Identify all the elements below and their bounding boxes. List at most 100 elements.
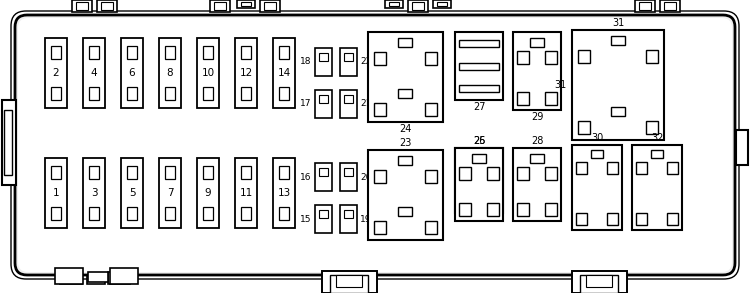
Text: 28: 28 [531,136,543,146]
Bar [319,95,328,103]
Bar [344,210,353,218]
Text: 25: 25 [472,136,485,146]
Text: 7: 7 [166,188,173,198]
Bar [241,207,251,220]
Bar [611,107,625,116]
Bar [241,2,251,6]
Bar [88,272,108,282]
Text: 5: 5 [129,188,135,198]
Bar [165,46,175,59]
Bar [455,148,503,221]
Bar [667,213,678,225]
Bar [340,90,357,118]
Bar [736,130,748,165]
Bar [315,163,332,191]
Bar [165,87,175,100]
Bar [235,158,257,228]
Bar [2,100,16,185]
Bar [459,156,499,163]
Bar [632,145,682,230]
Bar [636,162,647,174]
Text: 1: 1 [53,188,59,198]
Bar [459,63,499,70]
Bar [398,38,412,47]
Bar [121,158,143,228]
Bar [97,0,117,12]
Bar [425,221,437,234]
Bar [279,166,289,179]
Bar [235,38,257,108]
Bar [425,103,437,116]
Bar [279,87,289,100]
Bar [578,50,590,63]
Bar [101,2,113,10]
Bar [210,0,230,12]
Bar [89,166,99,179]
Bar [110,268,138,284]
Bar [203,207,213,220]
Text: 26: 26 [472,136,485,146]
Text: 22: 22 [360,57,371,67]
Bar [459,167,471,180]
Text: 15: 15 [299,214,311,224]
Bar [315,48,332,76]
Bar [330,275,368,293]
Text: 31: 31 [612,18,624,28]
Bar [437,2,447,6]
Bar [576,213,587,225]
Bar [545,92,557,105]
Bar [459,203,471,216]
Bar [336,275,362,287]
Bar [487,203,499,216]
Bar [545,167,557,180]
Bar [214,2,226,10]
Bar [127,166,137,179]
Text: 12: 12 [239,68,253,78]
Bar [398,207,412,216]
Bar [72,0,92,12]
Bar [197,38,219,108]
Bar [576,162,587,174]
Bar [344,53,353,61]
Bar [87,276,105,284]
Bar [368,32,443,122]
Bar [374,170,386,183]
Bar [45,158,67,228]
Bar [260,0,280,12]
FancyBboxPatch shape [18,18,732,272]
Bar [398,156,412,165]
Bar [412,2,424,10]
Bar [127,46,137,59]
Bar [322,271,377,293]
Text: 8: 8 [166,68,173,78]
Bar [374,103,386,116]
Bar [635,0,655,12]
Text: 14: 14 [278,68,291,78]
Bar [241,166,251,179]
Bar [398,89,412,98]
Bar [273,158,295,228]
Bar [455,148,503,213]
Bar [51,166,61,179]
Bar [639,2,651,10]
Bar [459,40,499,47]
Bar [83,158,105,228]
Bar [580,275,618,293]
Bar [517,203,529,216]
Bar [425,170,437,183]
Bar [241,46,251,59]
Text: 29: 29 [531,112,543,122]
Text: 32: 32 [651,133,663,143]
Bar [89,87,99,100]
Bar [315,205,332,233]
Bar [368,150,443,240]
Bar [279,46,289,59]
Bar [586,275,612,287]
Bar [459,177,499,184]
Bar [517,167,529,180]
Bar [76,2,88,10]
Bar [237,0,255,8]
Bar [51,207,61,220]
Bar [55,268,83,284]
Bar [279,207,289,220]
